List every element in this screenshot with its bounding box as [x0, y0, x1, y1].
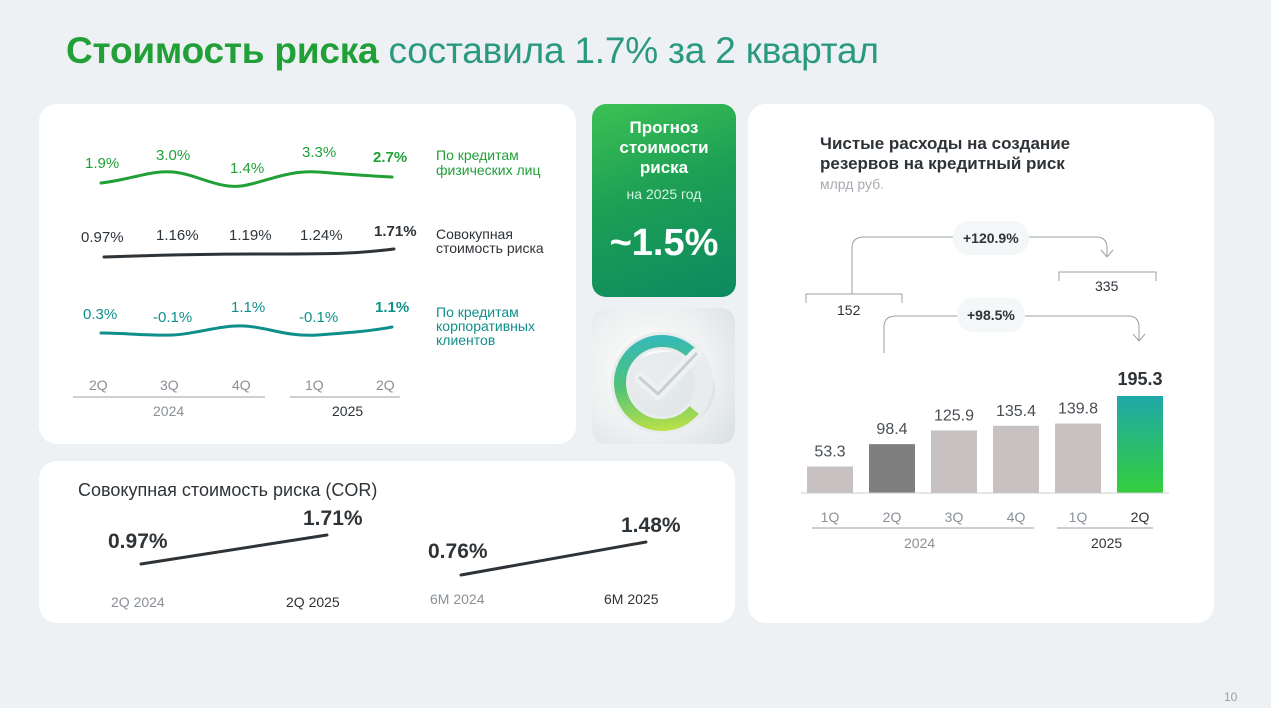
- chart-title-line1: Чистые расходы на создание: [820, 134, 1071, 153]
- total-value-1: 1.16%: [156, 227, 199, 244]
- sber-logo-icon: [611, 332, 715, 434]
- bar-value-label-2: 125.9: [934, 407, 974, 424]
- forecast-value: ~1.5%: [609, 222, 719, 264]
- forecast-line2: стоимости: [619, 138, 709, 157]
- ind-value-4: 2.7%: [373, 149, 408, 166]
- cor-6m-from-label: 6M 2024: [430, 591, 485, 607]
- arrow-half-year-head: [1100, 249, 1114, 258]
- trend-year-2025: 2025: [332, 403, 364, 419]
- bar-category-label-5: 2Q: [1131, 509, 1150, 525]
- cor-q-from-label: 2Q 2024: [111, 594, 165, 610]
- growth-quarter-badge: +98.5%: [957, 298, 1025, 332]
- trend-period-3: 1Q: [305, 377, 324, 393]
- trend-panel: [39, 104, 576, 444]
- forecast-card: Прогноз стоимости риска на 2025 год ~1.5…: [592, 104, 736, 297]
- bar-value-label-1: 98.4: [876, 421, 907, 438]
- ind-label-2: физических лиц: [436, 162, 541, 178]
- chart-unit: млрд руб.: [820, 176, 885, 192]
- ind-label-1: По кредитам: [436, 147, 519, 163]
- total-line: [102, 247, 396, 259]
- trend-year-2024: 2024: [153, 403, 185, 419]
- bar-0: [807, 466, 853, 493]
- cor-6m-to-label: 6M 2025: [604, 591, 659, 607]
- cor-q-line: [139, 533, 329, 566]
- total-value-3: 1.24%: [300, 227, 343, 244]
- total-value-0: 0.97%: [81, 229, 124, 246]
- bracket-h1-2025: [1058, 271, 1157, 281]
- corp-label-1: По кредитам: [436, 304, 519, 320]
- bar-category-label-1: 2Q: [883, 509, 902, 525]
- growth-half-year-badge: +120.9%: [953, 221, 1029, 255]
- bar-category-label-0: 1Q: [821, 509, 840, 525]
- corp-value-1: -0.1%: [153, 309, 193, 326]
- bar-value-label-0: 53.3: [814, 444, 845, 461]
- page-number: 10: [1224, 690, 1238, 704]
- cor-panel: [39, 461, 735, 623]
- bar-value-label-3: 135.4: [996, 403, 1036, 420]
- chart-title-line2: резервов на кредитный риск: [820, 154, 1065, 173]
- total-value-2: 1.19%: [229, 227, 272, 244]
- bar-value-label-5: 195.3: [1117, 369, 1162, 389]
- trend-period-2: 4Q: [232, 377, 251, 393]
- bar-category-label-3: 4Q: [1007, 509, 1026, 525]
- bar-year-2024: 2024: [904, 535, 936, 551]
- cor-6m-line: [459, 540, 648, 577]
- trend-period-4: 2Q: [376, 377, 395, 393]
- bar-4: [1055, 423, 1101, 493]
- corp-value-2: 1.1%: [231, 299, 266, 316]
- cor-q-to-label: 2Q 2025: [286, 594, 340, 610]
- arrow-quarter-head: [1132, 333, 1146, 342]
- bar-category-label-2: 3Q: [945, 509, 964, 525]
- cor-6m-from: 0.76%: [428, 540, 488, 563]
- ind-value-2: 1.4%: [230, 160, 265, 177]
- bar-1: [869, 444, 915, 493]
- total-label-1: Совокупная: [436, 226, 513, 242]
- trend-period-0: 2Q: [89, 377, 108, 393]
- corp-value-3: -0.1%: [299, 309, 339, 326]
- forecast-line3: риска: [639, 158, 689, 177]
- corp-value-4: 1.1%: [375, 299, 410, 316]
- bar-3: [993, 425, 1039, 493]
- ind-value-0: 1.9%: [85, 155, 120, 172]
- corp-label-3: клиентов: [436, 332, 496, 348]
- h1-2024-total: 152: [837, 302, 861, 318]
- page-title: Стоимость риска составила 1.7% за 2 квар…: [66, 30, 879, 72]
- forecast-line1: Прогноз: [629, 118, 699, 137]
- corporate-line: [99, 324, 394, 337]
- logo-image-card: [592, 308, 735, 444]
- cor-q-to: 1.71%: [303, 507, 363, 530]
- ind-value-1: 3.0%: [156, 147, 191, 164]
- bar-value-label-4: 139.8: [1058, 401, 1098, 418]
- bar-category-label-4: 1Q: [1069, 509, 1088, 525]
- h1-2025-total: 335: [1095, 278, 1119, 294]
- cor-q-from: 0.97%: [108, 530, 168, 553]
- ind-value-3: 3.3%: [302, 144, 337, 161]
- bar-5: [1117, 396, 1163, 493]
- total-label-2: стоимость риска: [436, 240, 544, 256]
- cor-6m-to: 1.48%: [621, 514, 681, 537]
- title-bold: Стоимость риска: [66, 30, 379, 71]
- individuals-line: [99, 170, 394, 188]
- bar-year-2025: 2025: [1091, 535, 1123, 551]
- bar-2: [931, 430, 977, 493]
- corp-label-2: корпоративных: [436, 318, 535, 334]
- cor-title: Совокупная стоимость риска (COR): [78, 480, 378, 500]
- bracket-h1-2024: [805, 293, 903, 303]
- forecast-sub: на 2025 год: [626, 186, 702, 202]
- provisions-panel: [748, 104, 1214, 623]
- trend-period-1: 3Q: [160, 377, 179, 393]
- title-rest: составила 1.7% за 2 квартал: [388, 30, 879, 71]
- corp-value-0: 0.3%: [83, 306, 118, 323]
- total-value-4: 1.71%: [374, 223, 417, 240]
